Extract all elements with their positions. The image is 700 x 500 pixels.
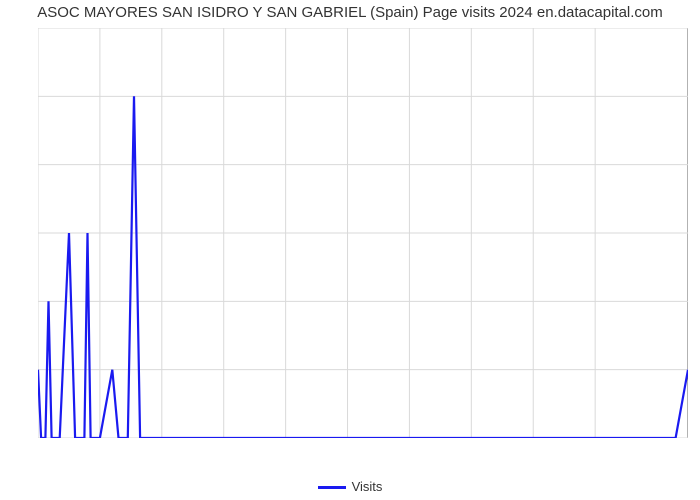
visits-line-chart: 1239478912 0123456 201320142015201620172…	[38, 28, 688, 438]
chart-legend: Visits	[0, 479, 700, 494]
chart-title: ASOC MAYORES SAN ISIDRO Y SAN GABRIEL (S…	[0, 4, 700, 21]
legend-label: Visits	[352, 479, 383, 494]
legend-swatch-icon	[318, 486, 346, 489]
